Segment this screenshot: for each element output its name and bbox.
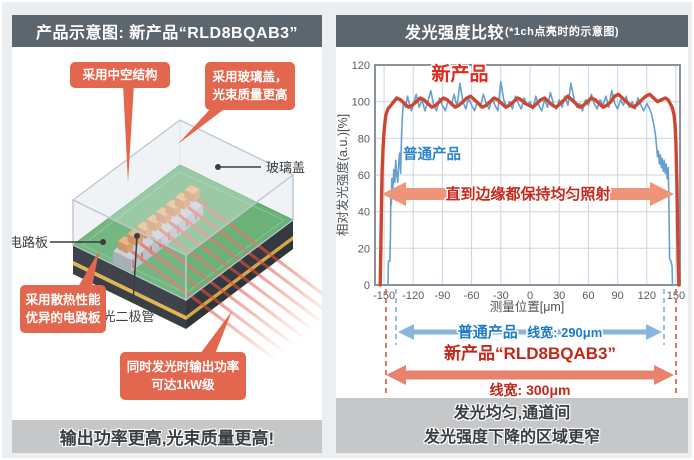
- y-tick-label: 120: [352, 60, 370, 72]
- label-glass-cover: 玻璃盖: [266, 160, 305, 175]
- laser-beam: [139, 242, 287, 354]
- left-panel-header: 产品示意图: 新产品“RLD8BQAB3”: [12, 15, 322, 47]
- linewidth-300-label: 线宽: 300μm: [490, 382, 571, 398]
- x-tick-label: 60: [582, 290, 594, 302]
- x-tick-label: -60: [464, 290, 480, 302]
- callout-heat-dissipation: 采用散热性能 优异的电路板: [20, 285, 106, 333]
- right-panel-header: 发光强度比较 (*1ch点亮时的示意图): [336, 15, 688, 47]
- laser-beam: [158, 227, 306, 340]
- laser-beam: [177, 213, 322, 325]
- product-schematic-panel: 产品示意图: 新产品“RLD8BQAB3”: [12, 15, 322, 453]
- right-panel-note: (*1ch点亮时的示意图): [504, 26, 620, 38]
- intensity-chart: -150 -120 -90 -60 -30 0 30 60 90 120 150 0 20 40 60 80 1…: [336, 60, 685, 398]
- x-tick-label: 150: [667, 290, 685, 302]
- ordinary-product-label: 普通产品: [403, 145, 461, 163]
- y-tick-label: 20: [358, 243, 370, 255]
- intensity-comparison-panel: 发光强度比较 (*1ch点亮时的示意图) -150 -120 -90 -60 -30 0 3…: [336, 15, 688, 453]
- y-tick-label: 40: [358, 207, 370, 219]
- red-width-arrow: 新产品“RLD8BQAB3” 线宽: 300μm: [386, 342, 674, 398]
- right-footer-banner: 发光均匀,通道间 发光强度下降的区域更窄: [336, 398, 688, 453]
- x-tick-label: -120: [402, 290, 424, 302]
- uniform-illumination-arrow: 直到边缘都保持均匀照射: [382, 182, 674, 206]
- right-panel-title: 发光强度比较: [404, 25, 504, 42]
- svg-text:普通产品 线宽: 290μm: 普通产品 线宽: 290μm: [458, 323, 603, 341]
- x-tick-label: -30: [493, 290, 509, 302]
- new-product-label: 新产品: [431, 62, 488, 85]
- chart-tick-labels: -150 -120 -90 -60 -30 0 30 60 90 120 150 0 20 40 60 80 1…: [352, 60, 685, 302]
- plot-border: [374, 64, 681, 286]
- y-tick-label: 100: [352, 97, 370, 109]
- y-tick-label: 0: [364, 280, 370, 292]
- y-axis-title: 相对发光强度(a.u.)[%]: [336, 114, 350, 236]
- laser-beam: [168, 220, 315, 333]
- callout-tails: [78, 84, 232, 354]
- y-tick-label: 80: [358, 133, 370, 145]
- blue-width-arrow: 普通产品 线宽: 290μm: [398, 322, 662, 343]
- callout-hollow-structure: 采用中空结构: [70, 62, 170, 88]
- x-tick-label: 0: [527, 290, 533, 302]
- label-circuit-board: 电路板: [12, 235, 48, 250]
- laser-beam: [187, 205, 322, 310]
- linewidth-guides: [385, 289, 677, 397]
- series-new-product-line: [378, 92, 681, 287]
- chart-series: [378, 80, 681, 287]
- ordinary-width-label: 普通产品: [458, 323, 518, 341]
- left-panel-title: 产品示意图: 新产品“RLD8BQAB3”: [35, 25, 299, 42]
- y-tick-label: 60: [358, 170, 370, 182]
- product-illustration: 玻璃盖 电路板 激光二极管: [12, 84, 322, 362]
- laser-beam: [130, 249, 277, 362]
- callout-output-power: 同时发光时输出功率 可达1kW级: [120, 352, 246, 400]
- new-product-width-label: 新产品“RLD8BQAB3”: [444, 343, 616, 363]
- x-axis-title: 测量位置[μm]: [490, 299, 565, 314]
- linewidth-290-label: 线宽: 290μm: [527, 325, 602, 340]
- x-tick-label: 120: [638, 290, 656, 302]
- series-ordinary-product-line: [387, 80, 674, 286]
- x-tick-label: -150: [373, 290, 395, 302]
- x-tick-label: 30: [553, 290, 565, 302]
- glass-cover-graphic: [71, 119, 295, 302]
- x-tick-label: -90: [434, 290, 450, 302]
- left-footer-banner: 输出功率更高,光束质量更高!: [12, 420, 322, 453]
- callout-glass-cover: 采用玻璃盖， 光束质量更高: [205, 62, 295, 110]
- x-tick-label: 90: [611, 290, 623, 302]
- uniform-illumination-text: 直到边缘都保持均匀照射: [445, 185, 610, 203]
